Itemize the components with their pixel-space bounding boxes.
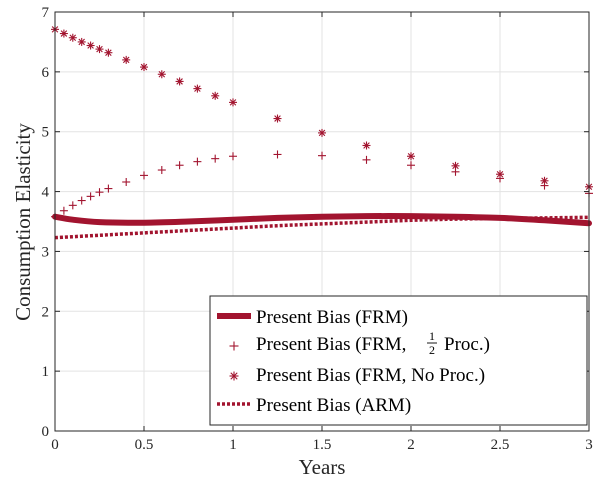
- no-proc-point-5: [95, 45, 104, 54]
- no-proc-point-11-d2: [194, 85, 201, 92]
- half-proc-point-2: [68, 201, 77, 210]
- half-proc-point-4: [86, 192, 95, 201]
- x-axis-label: Years: [299, 455, 346, 479]
- half-proc-point-16: [362, 155, 371, 164]
- half-proc-point-3: [77, 196, 86, 205]
- no-proc-point-18: [451, 161, 460, 170]
- half-proc-point-6: [104, 184, 113, 193]
- legend-swatch-no-proc: [229, 371, 239, 381]
- legend-label-no-proc: Present Bias (FRM, No Proc.): [256, 365, 485, 386]
- half-proc-point-8: [140, 171, 148, 180]
- half-proc-point-9: [157, 166, 166, 175]
- no-proc-point-18-d2: [452, 162, 459, 170]
- legend-box: [209, 295, 588, 426]
- x-tick-label-5: 2.5: [491, 437, 510, 453]
- no-proc-point-1: [59, 29, 68, 38]
- half-proc-point-1: [59, 206, 68, 215]
- legend-label-half-proc-prefix: Present Bias (FRM,: [256, 334, 406, 355]
- no-proc-point-9: [157, 70, 166, 79]
- y-tick-label-4: 4: [42, 185, 50, 201]
- legend-label-half-proc-suffix: Proc.): [444, 334, 490, 355]
- no-proc-point-14-d2: [274, 115, 281, 122]
- legend-plus-marker: [229, 341, 239, 351]
- no-proc-point-12-d2: [211, 92, 219, 100]
- y-tick-label-7: 7: [42, 5, 50, 21]
- legend-label-half-proc: Present Bias (FRM,: [256, 334, 406, 355]
- legend-swatch-half-proc: [229, 341, 239, 351]
- no-proc-point-17-d2: [407, 152, 415, 160]
- x-tick-label-6: 3: [585, 437, 593, 453]
- no-proc-point-9-d2: [158, 70, 166, 78]
- x-tick-label-0: 0: [51, 437, 59, 453]
- no-proc-point-16-d2: [363, 142, 370, 149]
- legend: Present Bias (FRM) Present Bias (FRM, 1 …: [209, 295, 588, 426]
- no-proc-point-4: [86, 41, 95, 50]
- x-tick-label-2: 1: [229, 437, 237, 453]
- no-proc-point-2-d2: [69, 34, 77, 42]
- no-proc-point-3-d2: [78, 38, 85, 46]
- no-proc-point-16: [362, 141, 371, 150]
- half-proc-point-7: [122, 177, 131, 186]
- no-proc-point-6: [104, 48, 113, 57]
- legend-label-arm: Present Bias (ARM): [256, 395, 411, 416]
- y-tick-label-6: 6: [42, 65, 50, 81]
- series-frm-line: [52, 213, 592, 227]
- y-axis-label: Consumption Elasticity: [11, 123, 35, 321]
- y-tick-label-0: 0: [42, 424, 50, 440]
- no-proc-point-3: [77, 37, 86, 46]
- no-proc-point-2: [68, 33, 77, 42]
- y-tick-label-1: 1: [42, 364, 50, 380]
- no-proc-point-14: [273, 114, 282, 123]
- no-proc-point-7-d2: [122, 56, 130, 64]
- legend-star-marker: [229, 371, 239, 381]
- no-proc-point-4-d2: [87, 42, 94, 49]
- x-tick-label-4: 2: [407, 437, 415, 453]
- legend-label-half-proc-frac-den: 2: [429, 343, 435, 357]
- no-proc-point-10: [175, 77, 184, 86]
- half-proc-point-12: [211, 154, 220, 163]
- legend-label-half-proc-frac-num: 1: [429, 329, 435, 343]
- half-proc-point-13: [229, 152, 237, 161]
- no-proc-point-19-d2: [496, 170, 504, 178]
- no-proc-point-15-d2: [318, 129, 326, 137]
- axes: [54, 11, 590, 432]
- half-proc-point-11: [193, 157, 202, 166]
- legend-star-marker-d2: [230, 372, 238, 380]
- no-proc-point-19: [496, 170, 504, 179]
- no-proc-point-13-d2: [229, 99, 237, 106]
- no-proc-point-20: [540, 176, 549, 185]
- no-proc-point-13: [229, 98, 237, 107]
- no-proc-point-15: [318, 128, 326, 137]
- x-tick-label-3: 1.5: [313, 437, 332, 453]
- legend-label-frm: Present Bias (FRM): [256, 307, 408, 328]
- no-proc-point-10-d2: [176, 78, 183, 85]
- y-tick-label-5: 5: [42, 125, 50, 141]
- no-proc-point-8-d2: [140, 63, 148, 71]
- no-proc-point-1-d2: [60, 30, 68, 37]
- half-proc-point-10: [175, 161, 184, 170]
- no-proc-point-20-d2: [541, 177, 548, 185]
- half-proc-point-17: [407, 161, 415, 170]
- no-proc-point-7: [122, 55, 131, 64]
- x-tick-label-1: 0.5: [135, 437, 154, 453]
- no-proc-point-8: [140, 63, 148, 72]
- half-proc-point-14: [273, 150, 282, 159]
- plot-area: [51, 25, 593, 240]
- no-proc-point-5-d2: [96, 45, 103, 53]
- y-tick-label-3: 3: [42, 244, 50, 260]
- no-proc-point-11: [193, 84, 202, 93]
- y-tick-label-2: 2: [42, 304, 50, 320]
- no-proc-point-17: [407, 152, 415, 161]
- half-proc-point-5: [95, 188, 104, 197]
- no-proc-point-12: [211, 91, 220, 100]
- no-proc-point-6-d2: [105, 49, 112, 56]
- half-proc-point-15: [318, 151, 326, 160]
